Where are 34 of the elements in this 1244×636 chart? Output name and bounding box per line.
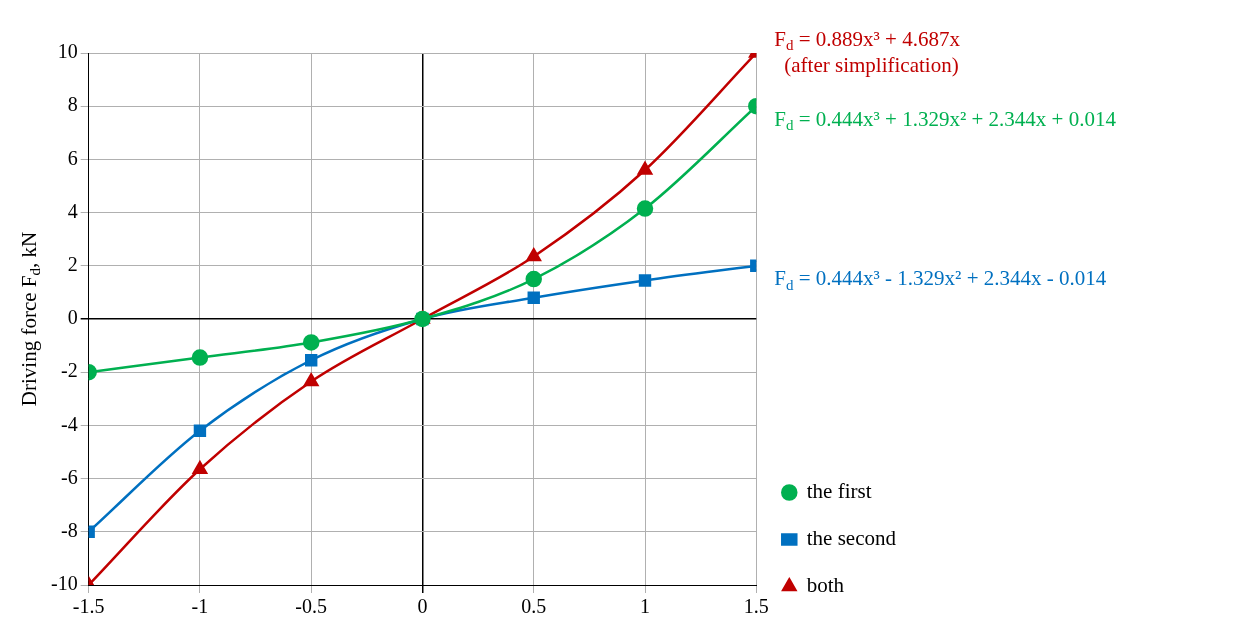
- y-tick-label: 6: [67, 146, 78, 169]
- x-tick-label: 0: [417, 595, 428, 618]
- x-tick-label: 0.5: [521, 595, 547, 618]
- y-tick-label: 0: [67, 306, 78, 329]
- point: [302, 334, 320, 351]
- y-tick-label: 10: [57, 40, 78, 63]
- y-tick-label: 8: [67, 93, 78, 116]
- point: [305, 354, 318, 367]
- legend-label: both: [806, 573, 845, 598]
- y-tick-label: -6: [60, 465, 78, 488]
- y-tick-label: 4: [67, 199, 78, 222]
- point: [526, 248, 542, 262]
- y-tick-label: -10: [50, 572, 78, 595]
- x-tick-label: -0.5: [295, 595, 328, 618]
- y-tick-label: -8: [60, 519, 78, 542]
- y-tick-label: 2: [67, 253, 78, 276]
- point: [638, 274, 652, 287]
- x-tick-label: -1.5: [72, 595, 105, 618]
- point: [191, 349, 209, 366]
- x-tick-label: 1.5: [743, 595, 769, 618]
- point: [637, 161, 653, 175]
- point: [636, 200, 654, 217]
- y-tick-label: -4: [60, 412, 78, 435]
- point: [303, 373, 319, 387]
- point: [192, 461, 208, 475]
- y-axis-title: Driving force Fd, kN: [16, 231, 44, 407]
- point: [527, 291, 540, 304]
- legend-label: the second: [806, 526, 897, 551]
- y-tick-label: -2: [60, 359, 78, 382]
- legend-label: the first: [806, 479, 872, 504]
- x-tick-label: -1: [191, 595, 209, 618]
- point: [525, 270, 542, 288]
- point: [193, 424, 207, 437]
- x-tick-label: 1: [640, 595, 651, 618]
